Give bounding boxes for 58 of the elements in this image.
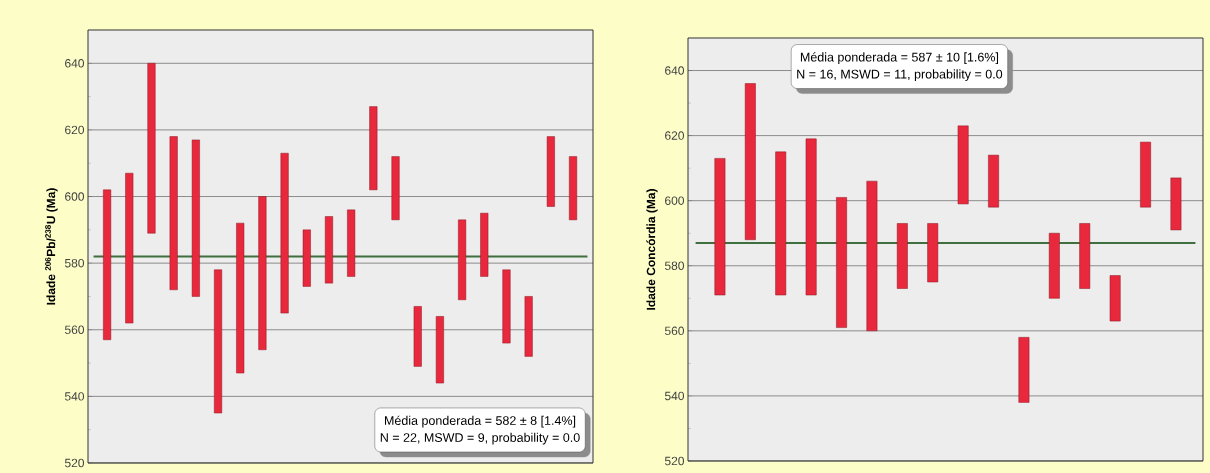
bar	[302, 229, 311, 287]
bar	[103, 189, 112, 340]
y-axis-title: Idade Concórdia (Ma)	[646, 189, 658, 310]
bar	[191, 139, 200, 297]
bar	[524, 296, 533, 357]
bar	[480, 212, 489, 277]
bar	[125, 172, 134, 324]
y-tick-label: 520	[664, 456, 685, 466]
bar	[546, 136, 555, 207]
bar	[369, 106, 378, 191]
bar	[214, 269, 223, 414]
bar	[836, 197, 847, 328]
bar	[569, 156, 578, 221]
bar	[714, 158, 726, 296]
bar	[391, 156, 400, 221]
bar	[169, 136, 178, 291]
bar	[896, 223, 908, 289]
bar	[280, 152, 289, 314]
bar	[258, 196, 267, 350]
bar	[957, 125, 969, 205]
bar	[347, 209, 356, 277]
y-tick-label: 620	[665, 131, 685, 140]
bar	[413, 306, 422, 367]
y-tick-label: 560	[64, 325, 85, 334]
annotation: Média ponderada = 587 ± 10 [1.6%]	[800, 52, 999, 65]
bar	[1079, 223, 1091, 289]
y-tick-label: 580	[664, 261, 685, 270]
bar	[1140, 141, 1151, 208]
bar	[927, 223, 939, 283]
bar	[147, 63, 156, 234]
bar	[502, 269, 511, 344]
bar	[458, 219, 467, 301]
bar	[1048, 232, 1060, 299]
y-tick-label: 600	[65, 192, 85, 201]
bar	[805, 138, 817, 296]
y-tick-label: 540	[64, 392, 85, 401]
y-tick-label: 600	[665, 196, 685, 205]
y-tick-label: 640	[665, 66, 685, 75]
y-axis-title: Idade $^{206}$Pb/$^{238}$U (Ma)	[45, 188, 58, 305]
bar	[1018, 337, 1030, 403]
y-tick-label: 580	[64, 258, 85, 268]
bar	[324, 216, 333, 284]
annotation: N = 22, MSWD = 9, probability = 0.0	[380, 432, 580, 445]
bar	[1170, 177, 1182, 231]
bar	[435, 316, 444, 384]
bar	[775, 151, 787, 296]
bar	[744, 83, 756, 240]
annotation: N = 16, MSWD = 11, probability = 0.0	[797, 69, 1003, 82]
bar	[236, 222, 245, 374]
y-tick-label: 540	[664, 391, 685, 401]
y-tick-label: 620	[65, 125, 85, 135]
bar	[1109, 275, 1121, 322]
y-tick-label: 640	[65, 59, 85, 68]
y-tick-label: 560	[664, 326, 685, 336]
y-tick-label: 520	[64, 458, 85, 468]
bar	[988, 154, 999, 208]
bar	[866, 180, 878, 332]
annotation: Média ponderada = 582 ± 8 [1.4%]	[385, 415, 576, 428]
